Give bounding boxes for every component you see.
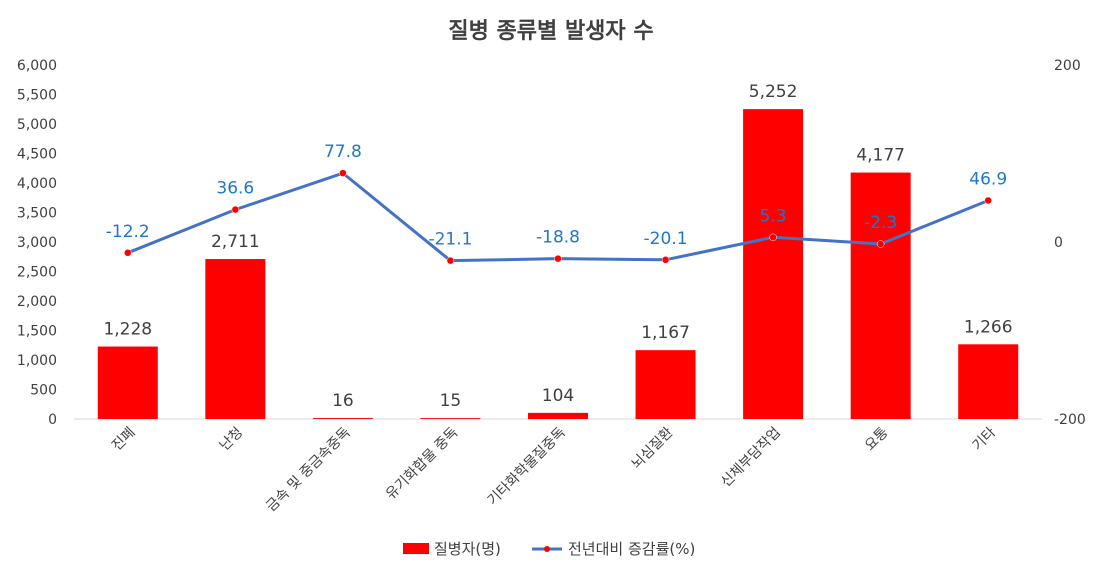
chart-title: 질병 종류별 발생자 수	[448, 19, 653, 44]
left-axis-tick-label: 4,000	[17, 176, 57, 192]
bar	[743, 109, 804, 419]
line-point	[769, 233, 777, 242]
category-label: 진폐	[109, 425, 139, 455]
category-label: 요통	[862, 424, 892, 454]
left-axis-tick-label: 5,500	[17, 88, 57, 104]
line-data-labels: -12.2 36.6 77.8 -21.1 -18.8 -20.1 5.3 -2.3 46.9	[106, 142, 1007, 250]
bar	[205, 259, 266, 419]
line-data-label: -2.3	[864, 213, 897, 233]
bar	[312, 418, 373, 419]
legend-swatch-bar	[403, 543, 429, 554]
legend-label-bar: 질병자(명)	[434, 540, 501, 558]
category-label: 기타화학물질중독	[485, 424, 569, 508]
line-point	[554, 254, 562, 263]
category-labels: 진폐 난청 금속 및 중금속중독 유기화합물 중독 기타화학물질중독 뇌심질환 신체부담작업…	[109, 424, 999, 515]
bar-data-label: 1,228	[103, 320, 152, 340]
bar	[420, 418, 481, 419]
line-data-label: -21.1	[428, 230, 472, 250]
category-label: 유기화합물 중독	[383, 424, 461, 502]
line-point	[984, 196, 992, 205]
line-data-label: 36.6	[216, 179, 254, 199]
left-axis-tick-label: 1,000	[17, 353, 57, 369]
line-data-label: -20.1	[644, 229, 688, 249]
bar	[958, 344, 1019, 419]
legend-swatch-marker	[544, 546, 550, 552]
line-point	[661, 256, 670, 264]
bar-data-label: 1,266	[964, 317, 1013, 337]
left-axis-tick-label: 3,000	[17, 235, 57, 251]
bar	[528, 412, 588, 419]
bar-data-label: 4,177	[856, 146, 905, 166]
bar-data-label: 15	[440, 391, 462, 411]
bar-data-label: 2,711	[211, 232, 260, 252]
left-axis-tick-label: 5,000	[17, 117, 57, 133]
category-label: 기타	[970, 424, 1000, 454]
line-data-label: 5.3	[760, 206, 787, 226]
bar	[97, 346, 158, 419]
left-axis-tick-label: 1,500	[17, 324, 57, 340]
right-axis-tick-label: 0	[1054, 235, 1063, 251]
left-axis-tick-label: 2,000	[17, 294, 57, 310]
right-axis: -200 0 200	[1054, 58, 1086, 428]
line-data-label: 77.8	[324, 142, 362, 162]
category-label: 뇌심질환	[629, 424, 677, 472]
category-label: 난청	[217, 425, 247, 455]
line-point	[339, 169, 347, 177]
legend-label-line: 전년대비 증감률(%)	[568, 540, 695, 558]
left-axis-tick-label: 2,500	[17, 265, 57, 281]
bar-data-labels: 1,228 2,711 16 15 104 1,167 5,252 4,177 1,266	[103, 82, 1012, 411]
left-axis: 0 500 1,000 1,500 2,000 2,500 3,000 3,500 4,000 4…	[17, 58, 57, 428]
legend: 질병자(명) 전년대비 증감률(%)	[403, 540, 695, 558]
right-axis-tick-label: 200	[1054, 58, 1081, 74]
bar	[635, 350, 696, 419]
line-data-label: -18.8	[536, 228, 580, 248]
line-data-label: -12.2	[106, 222, 150, 242]
category-label: 금속 및 중금속중독	[263, 424, 354, 515]
line-point	[124, 249, 132, 257]
bar-series	[97, 109, 1019, 419]
left-axis-tick-label: 500	[30, 383, 57, 399]
right-axis-tick-label: -200	[1054, 412, 1086, 428]
line-point	[231, 205, 240, 214]
line-point	[446, 256, 455, 265]
line-data-label: 46.9	[969, 169, 1007, 189]
left-axis-tick-label: 0	[48, 412, 57, 428]
left-axis-tick-label: 6,000	[17, 58, 57, 74]
bar-data-label: 104	[542, 386, 574, 406]
line-series	[124, 169, 992, 265]
line-point	[876, 240, 885, 248]
left-axis-tick-label: 3,500	[17, 206, 57, 222]
bar	[850, 172, 911, 419]
category-label: 신체부담작업	[718, 425, 784, 491]
bar-data-label: 1,167	[641, 323, 690, 343]
bar-data-label: 16	[332, 391, 354, 411]
bar-data-label: 5,252	[749, 82, 798, 102]
left-axis-tick-label: 4,500	[17, 147, 57, 163]
